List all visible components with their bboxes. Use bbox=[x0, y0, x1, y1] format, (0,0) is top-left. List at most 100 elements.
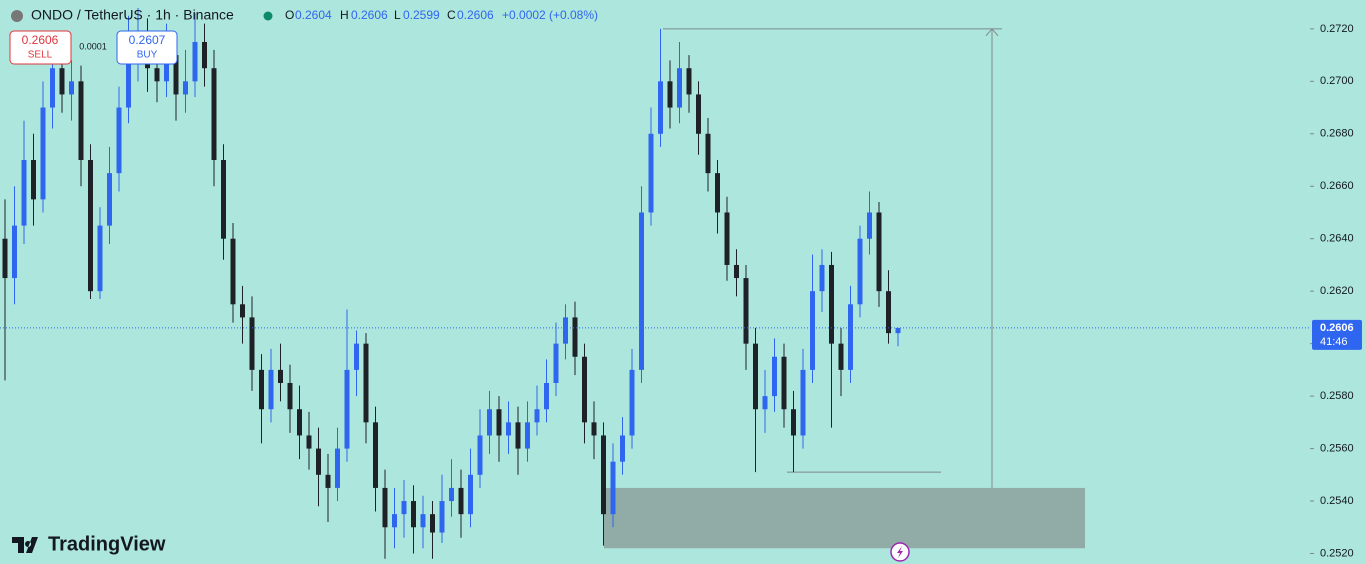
candle-body bbox=[477, 435, 483, 475]
candle-body bbox=[211, 68, 217, 161]
candle-body bbox=[772, 356, 777, 397]
symbol: ONDO / TetherUS · 1h · Binance bbox=[31, 7, 234, 23]
candle-body bbox=[259, 369, 264, 410]
candle-body bbox=[620, 435, 625, 462]
header: ONDO / TetherUS · 1h · Binance O 0.2604 … bbox=[11, 7, 598, 23]
candle-body bbox=[781, 356, 787, 410]
candle-body bbox=[810, 291, 815, 370]
price-badge-value: 0.2606 bbox=[1320, 322, 1354, 334]
change-pct: (+0.08%) bbox=[549, 8, 598, 22]
ohlc-value: 0.2599 bbox=[403, 8, 440, 22]
change: +0.0002 bbox=[502, 8, 546, 22]
y-tick-label: 0.2620 bbox=[1320, 285, 1354, 297]
candle-body bbox=[857, 238, 863, 305]
buy-label: BUY bbox=[137, 50, 158, 61]
candle-body bbox=[601, 435, 606, 515]
ohlc-key: H bbox=[340, 8, 349, 22]
candle-body bbox=[487, 409, 492, 436]
ohlc-value: 0.2604 bbox=[295, 8, 332, 22]
candle-body bbox=[515, 422, 521, 449]
candle-body bbox=[192, 41, 198, 82]
candle-body bbox=[667, 81, 673, 108]
sell-button[interactable] bbox=[9, 30, 72, 65]
candle-body bbox=[401, 501, 407, 515]
y-tick-label: 0.2520 bbox=[1320, 547, 1354, 559]
candle-body bbox=[363, 343, 369, 423]
watermark-text: TradingView bbox=[48, 533, 166, 555]
spread: 0.0001 bbox=[79, 41, 107, 51]
sell-price: 0.2606 bbox=[22, 33, 59, 47]
candle-body bbox=[724, 212, 730, 265]
candle-body bbox=[458, 487, 464, 515]
candle-body bbox=[449, 487, 454, 502]
candle-body bbox=[468, 474, 473, 515]
candle-body bbox=[31, 160, 36, 200]
price-badge-countdown: 41:46 bbox=[1320, 336, 1348, 348]
arrow-head bbox=[985, 28, 999, 37]
candle-body bbox=[316, 448, 321, 475]
candle-body bbox=[221, 160, 226, 239]
candle-body bbox=[154, 68, 160, 82]
candle-body bbox=[344, 369, 350, 449]
buy-button[interactable] bbox=[116, 30, 178, 65]
alert-bolt bbox=[897, 546, 903, 558]
candle-body bbox=[78, 81, 84, 161]
candle-body bbox=[867, 212, 872, 239]
candle-body bbox=[895, 327, 901, 334]
candle-body bbox=[734, 264, 739, 279]
candle-body bbox=[12, 225, 17, 279]
candle-body bbox=[819, 264, 825, 292]
candle-body bbox=[534, 409, 540, 423]
ohlc-value: 0.2606 bbox=[351, 8, 388, 22]
trade-buttons: 0.2606 SELL 0.0001 0.2607 BUY bbox=[9, 30, 178, 65]
price-badge bbox=[1312, 319, 1362, 350]
ohlc-value: 0.2606 bbox=[457, 8, 494, 22]
candle-body bbox=[297, 409, 302, 436]
candle-body bbox=[21, 160, 27, 226]
candle-body bbox=[40, 107, 46, 200]
candle-body bbox=[496, 409, 502, 436]
candle-body bbox=[69, 81, 74, 95]
y-tick-label: 0.2700 bbox=[1320, 75, 1354, 87]
y-tick-label: 0.2720 bbox=[1320, 23, 1354, 35]
symbol-icon bbox=[11, 10, 23, 22]
candle-body bbox=[2, 238, 8, 279]
candle-body bbox=[677, 68, 682, 108]
status-dot bbox=[263, 11, 273, 21]
plot-area: 0.25200.25400.25600.25800.26000.26200.26… bbox=[0, 7, 1362, 559]
y-tick-label: 0.2640 bbox=[1320, 233, 1354, 245]
ohlc-key: O bbox=[285, 8, 294, 22]
y-tick-label: 0.2580 bbox=[1320, 390, 1354, 402]
candle-body bbox=[848, 304, 853, 370]
candle-body bbox=[59, 68, 65, 95]
candle-body bbox=[116, 107, 122, 174]
candle-body bbox=[753, 343, 758, 410]
candle-body bbox=[173, 55, 179, 95]
candle-body bbox=[525, 422, 530, 449]
candle-body bbox=[335, 448, 340, 488]
candle-body bbox=[553, 343, 559, 383]
zone bbox=[604, 487, 1085, 549]
candle-body bbox=[639, 212, 644, 370]
candle-body bbox=[287, 382, 293, 410]
candle-body bbox=[278, 369, 283, 383]
candle-body bbox=[696, 94, 701, 134]
candle-body bbox=[354, 343, 359, 370]
candle-body bbox=[838, 343, 844, 370]
candle-body bbox=[743, 278, 749, 344]
y-tick-label: 0.2540 bbox=[1320, 495, 1354, 507]
candle-body bbox=[97, 225, 103, 292]
buy-price: 0.2607 bbox=[129, 33, 166, 47]
candle-body bbox=[563, 317, 568, 344]
candle-body bbox=[373, 422, 378, 488]
y-tick-label: 0.2560 bbox=[1320, 442, 1354, 454]
candle-body bbox=[629, 369, 635, 436]
sell-label: SELL bbox=[28, 50, 53, 61]
candle-body bbox=[107, 173, 112, 226]
ohlc-key: C bbox=[447, 8, 456, 22]
candle-body bbox=[420, 514, 426, 528]
candle-body bbox=[762, 396, 768, 410]
candle-body bbox=[50, 68, 55, 108]
watermark: TradingView bbox=[12, 533, 166, 555]
